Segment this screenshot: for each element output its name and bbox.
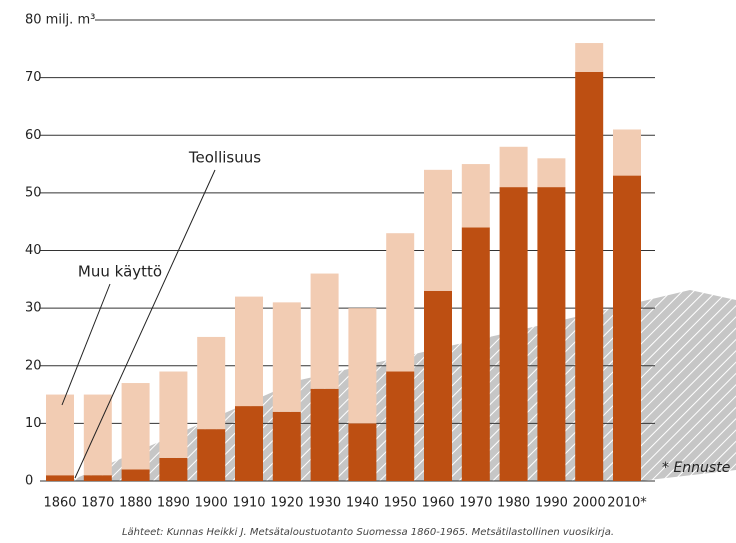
x-tick-label: 1930	[308, 496, 341, 511]
x-tick-label: 1880	[119, 496, 152, 511]
x-tick-label: 1980	[497, 496, 530, 511]
x-tick-label: 1990	[535, 496, 568, 511]
bar-segment	[159, 458, 187, 481]
leader-line	[62, 284, 110, 405]
legend-label: Muu käyttö	[78, 263, 162, 281]
bar-segment	[273, 412, 301, 481]
chart: 0 10 20 30 40 50 60 70 80 milj. m³ 1860 1870 1880 18…	[0, 0, 736, 543]
x-tick-label: 2010*	[607, 496, 647, 511]
bar-segment	[575, 43, 603, 72]
y-tick-label: 10	[25, 416, 42, 431]
bar-segment	[500, 147, 528, 187]
x-tick-label: 1960	[421, 496, 454, 511]
y-tick-label: 20	[25, 358, 42, 373]
x-tick-label: 1900	[195, 496, 228, 511]
legend-label: Teollisuus	[188, 149, 261, 167]
y-tick-label: 30	[25, 301, 42, 316]
bar-segment	[159, 372, 187, 458]
x-tick-label: 1940	[346, 496, 379, 511]
bar-segment	[273, 302, 301, 411]
bar-segment	[46, 395, 74, 476]
bar-segment	[537, 187, 565, 481]
bar-segment	[197, 337, 225, 429]
bar-segment	[500, 187, 528, 481]
bar-segment	[122, 469, 150, 481]
note: * Ennuste	[662, 460, 730, 476]
bar-segment	[386, 233, 414, 371]
bar-segment	[386, 372, 414, 481]
y-tick-label: 0	[25, 474, 33, 489]
x-tick-label: 1860	[43, 496, 76, 511]
bar-segment	[197, 429, 225, 481]
y-tick-label: 70	[25, 70, 42, 85]
bar-segment	[462, 227, 490, 481]
bar-segment	[424, 291, 452, 481]
bar-segment	[613, 129, 641, 175]
x-tick-label: 1970	[459, 496, 492, 511]
x-tick-label: 1920	[270, 496, 303, 511]
bar-segment	[348, 308, 376, 423]
x-tick-label: 1890	[157, 496, 190, 511]
bar-segment	[348, 423, 376, 481]
y-tick-label: 40	[25, 243, 42, 258]
bar-segment	[235, 297, 263, 406]
bar-segment	[462, 164, 490, 227]
bar-segment	[122, 383, 150, 469]
bar-segment	[84, 475, 112, 481]
bar-segment	[235, 406, 263, 481]
y-tick-label: 50	[25, 185, 42, 200]
bar-segment	[311, 274, 339, 389]
bar-segment	[311, 389, 339, 481]
x-tick-label: 1870	[81, 496, 114, 511]
source: Lähteet: Kunnas Heikki J. Metsätaloustuo…	[122, 527, 614, 538]
x-tick-label: 2000	[573, 496, 606, 511]
bar-segment	[613, 176, 641, 481]
y-tick-label: 60	[25, 128, 42, 143]
bar-segment	[537, 158, 565, 187]
x-tick-label: 1910	[232, 496, 265, 511]
y-tick-label: 80 milj. m³	[25, 13, 95, 28]
x-tick-label: 1950	[384, 496, 417, 511]
bar-segment	[575, 72, 603, 481]
bar-segment	[46, 475, 74, 481]
bar-segment	[424, 170, 452, 291]
